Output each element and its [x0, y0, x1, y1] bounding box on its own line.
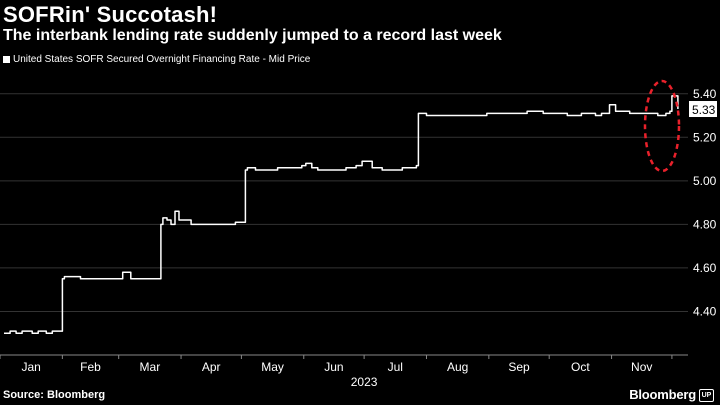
legend: United States SOFR Secured Overnight Fin…	[3, 54, 310, 65]
y-tick-label: 4.40	[693, 304, 717, 318]
x-axis-title: 2023	[351, 375, 378, 389]
x-tick-label: Sep	[508, 360, 530, 374]
x-tick-label: Apr	[202, 360, 221, 374]
brand-logo: Bloomberg	[629, 387, 696, 402]
chart-title: SOFRin' Succotash!	[3, 2, 218, 27]
y-tick-label: 5.00	[693, 174, 717, 188]
chart-subtitle: The interbank lending rate suddenly jump…	[3, 27, 502, 44]
x-tick-label: Mar	[140, 360, 161, 374]
x-tick-label: May	[261, 360, 284, 374]
last-value-box	[689, 101, 717, 118]
series-line-sofr	[4, 95, 679, 334]
y-tick-label: 5.20	[693, 130, 717, 144]
x-tick-label: Nov	[631, 360, 652, 374]
legend-label: United States SOFR Secured Overnight Fin…	[13, 54, 311, 65]
y-tick-label: 4.60	[693, 261, 717, 275]
last-value-label: 5.33	[692, 103, 716, 117]
x-tick-label: Feb	[80, 360, 101, 374]
x-tick-label: Jun	[324, 360, 343, 374]
x-tick-label: Jul	[388, 360, 403, 374]
highlight-circle	[643, 79, 681, 173]
x-tick-label: Aug	[447, 360, 468, 374]
x-tick-label: Jan	[22, 360, 41, 374]
source-note: Source: Bloomberg	[3, 389, 106, 401]
y-tick-label: 4.80	[693, 217, 717, 231]
legend-swatch	[3, 56, 10, 63]
y-tick-label: 5.40	[693, 87, 717, 101]
x-tick-label: Oct	[571, 360, 590, 374]
brand-mark-icon: UP	[699, 389, 714, 402]
